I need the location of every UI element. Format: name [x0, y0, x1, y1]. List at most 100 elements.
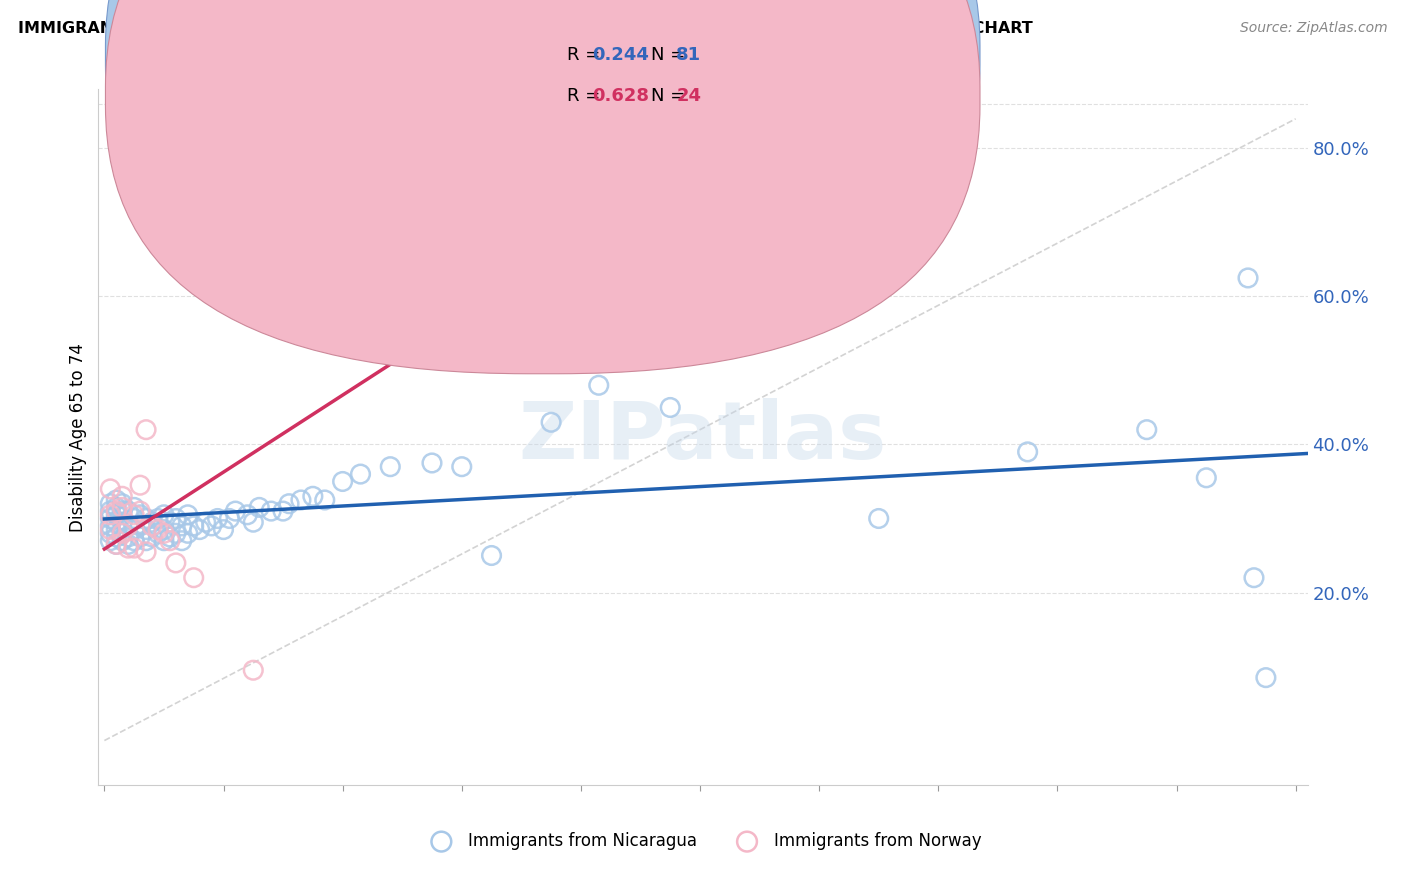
Point [117, 519, 139, 533]
Point [135, 533, 157, 548]
Point [1195, 471, 1218, 485]
Point [319, 230, 342, 244]
Point [188, 523, 211, 537]
Point [129, 519, 152, 533]
Point [146, 526, 169, 541]
Point [165, 511, 187, 525]
Point [380, 459, 402, 474]
Point [165, 556, 187, 570]
Text: IMMIGRANTS FROM NICARAGUA VS IMMIGRANTS FROM NORWAY DISABILITY AGE 65 TO 74 CORR: IMMIGRANTS FROM NICARAGUA VS IMMIGRANTS … [18, 21, 1033, 36]
Point [122, 533, 145, 548]
Point [135, 511, 157, 525]
Point [1237, 271, 1260, 285]
Point [153, 533, 176, 548]
Point [105, 537, 128, 551]
Point [153, 508, 176, 522]
Point [481, 549, 503, 563]
Point [98, 497, 121, 511]
Point [332, 475, 354, 489]
Point [588, 378, 610, 392]
Text: R =: R = [567, 46, 606, 64]
Point [98, 526, 121, 541]
Point [105, 493, 128, 508]
Point [129, 504, 152, 518]
Point [242, 663, 264, 677]
Text: ZIPatlas: ZIPatlas [519, 398, 887, 476]
Point [135, 523, 157, 537]
Point [117, 530, 139, 544]
Text: N =: N = [651, 87, 690, 105]
Point [141, 515, 163, 529]
Point [260, 504, 283, 518]
Point [111, 500, 134, 515]
Point [141, 530, 163, 544]
Point [122, 500, 145, 515]
Text: Source: ZipAtlas.com: Source: ZipAtlas.com [1240, 21, 1388, 35]
Point [540, 415, 562, 429]
Point [236, 508, 259, 522]
Point [1017, 445, 1039, 459]
Point [117, 541, 139, 555]
Point [450, 459, 472, 474]
Point [129, 508, 152, 522]
Point [207, 511, 229, 525]
Point [302, 489, 325, 503]
Point [111, 526, 134, 541]
Point [105, 515, 128, 529]
Point [105, 530, 128, 544]
Point [153, 523, 176, 537]
Point [177, 508, 200, 522]
Point [159, 530, 181, 544]
Point [129, 530, 152, 544]
Point [271, 504, 294, 518]
Point [105, 523, 128, 537]
Point [194, 515, 217, 529]
Point [420, 456, 443, 470]
Point [290, 493, 312, 508]
Point [1136, 423, 1159, 437]
Point [129, 478, 152, 492]
Legend: Immigrants from Nicaragua, Immigrants from Norway: Immigrants from Nicaragua, Immigrants fr… [418, 825, 988, 856]
Point [122, 508, 145, 522]
Point [170, 533, 193, 548]
Point [117, 519, 139, 533]
Point [165, 526, 187, 541]
Text: 0.244: 0.244 [592, 46, 648, 64]
Point [420, 201, 443, 215]
Y-axis label: Disability Age 65 to 74: Disability Age 65 to 74 [69, 343, 87, 532]
Point [170, 519, 193, 533]
Point [111, 533, 134, 548]
Point [314, 493, 336, 508]
Point [111, 489, 134, 503]
Point [111, 526, 134, 541]
Point [105, 508, 128, 522]
Point [122, 511, 145, 525]
Point [659, 401, 682, 415]
Point [247, 500, 270, 515]
Point [153, 526, 176, 541]
Point [135, 423, 157, 437]
Point [98, 523, 121, 537]
Point [135, 545, 157, 559]
Point [117, 537, 139, 551]
Point [224, 504, 246, 518]
Point [1254, 671, 1277, 685]
Point [278, 497, 301, 511]
Point [122, 541, 145, 555]
Point [98, 504, 121, 518]
Point [146, 523, 169, 537]
Point [141, 519, 163, 533]
Text: 81: 81 [676, 46, 702, 64]
Point [868, 511, 890, 525]
Point [98, 533, 121, 548]
Point [111, 504, 134, 518]
Point [111, 497, 134, 511]
Point [98, 511, 121, 525]
Point [146, 511, 169, 525]
Point [218, 511, 240, 525]
Point [183, 519, 205, 533]
Point [349, 467, 371, 481]
Point [177, 526, 200, 541]
Point [105, 500, 128, 515]
Point [242, 515, 264, 529]
